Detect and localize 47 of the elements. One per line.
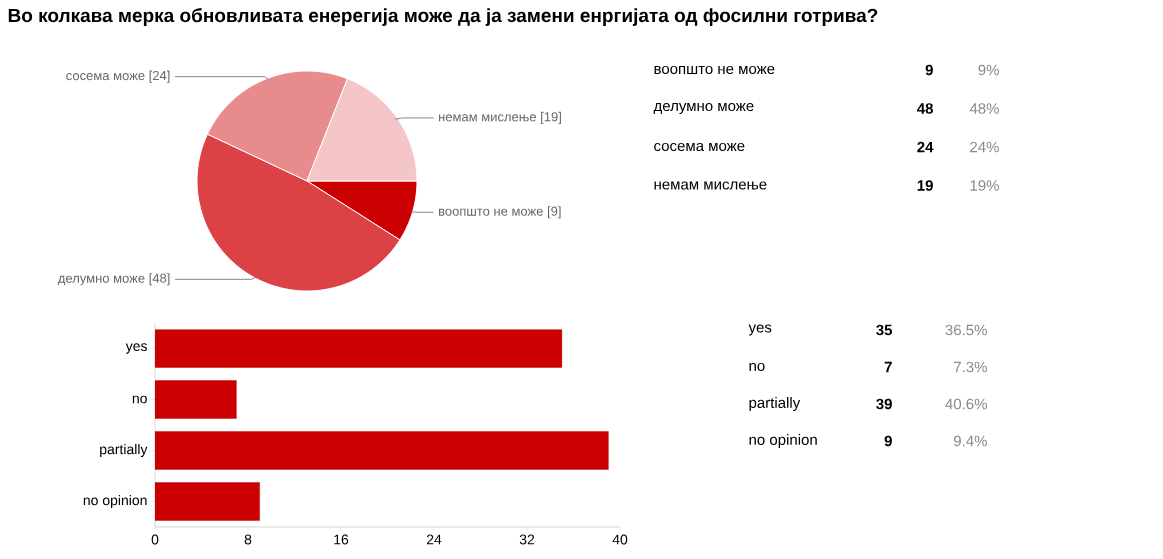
text: 7 xyxy=(884,361,892,373)
x-tick-label: 24 xyxy=(426,534,442,545)
bar xyxy=(155,380,237,419)
y-tick-label: partially xyxy=(100,443,148,458)
category-label: partially xyxy=(749,397,801,411)
y-tick-label: yes xyxy=(125,343,147,354)
category-label: yes xyxy=(748,324,772,336)
category-label: немам мислење xyxy=(654,181,767,190)
x-tick-label: 8 xyxy=(244,534,252,545)
data-label: [24] xyxy=(149,70,170,83)
text: 48% xyxy=(969,103,999,114)
category-label: делумно може xyxy=(653,102,754,115)
data-label: [9] xyxy=(547,206,561,219)
x-tick-label: 0 xyxy=(151,534,159,545)
bar xyxy=(155,431,609,470)
slice-label: делумно може xyxy=(57,275,145,286)
slice-label: немам мислење xyxy=(439,114,536,122)
text: 40.6% xyxy=(945,398,987,410)
x-tick-label: 16 xyxy=(334,534,349,545)
text: 36.5% xyxy=(945,324,987,336)
text: 35 xyxy=(876,324,893,336)
bar xyxy=(155,329,563,368)
text: 24 xyxy=(917,141,934,153)
text: 19% xyxy=(970,180,999,191)
y-tick-label: no opinion xyxy=(83,494,147,509)
data-label: [48] xyxy=(149,273,170,286)
slice-label: сосема може xyxy=(66,73,145,81)
text: 9 xyxy=(884,435,892,447)
text: 9% xyxy=(978,64,999,76)
text: 19 xyxy=(917,180,933,191)
text: 39 xyxy=(876,398,892,410)
data-label: [19] xyxy=(541,111,561,124)
bar xyxy=(155,482,260,521)
category-label: no opinion xyxy=(749,434,817,448)
text: 24% xyxy=(970,141,999,153)
category-label: сосема може xyxy=(654,142,745,152)
chart-title: Во колкава мерка обновливата енерегија може да ја замени енргијата од фосилни готрива? xyxy=(8,8,878,26)
text: 7.3% xyxy=(954,361,987,373)
text: 9.4% xyxy=(953,435,987,447)
slice-label: воопшто не може xyxy=(439,208,543,216)
x-tick-label: 32 xyxy=(519,534,535,545)
category-label: no xyxy=(749,362,765,372)
y-tick-label: no xyxy=(132,395,147,404)
x-tick-label: 40 xyxy=(612,534,628,545)
category-label: воопшто не може xyxy=(654,65,775,75)
text: 48 xyxy=(917,103,933,114)
text: 9 xyxy=(925,64,933,76)
